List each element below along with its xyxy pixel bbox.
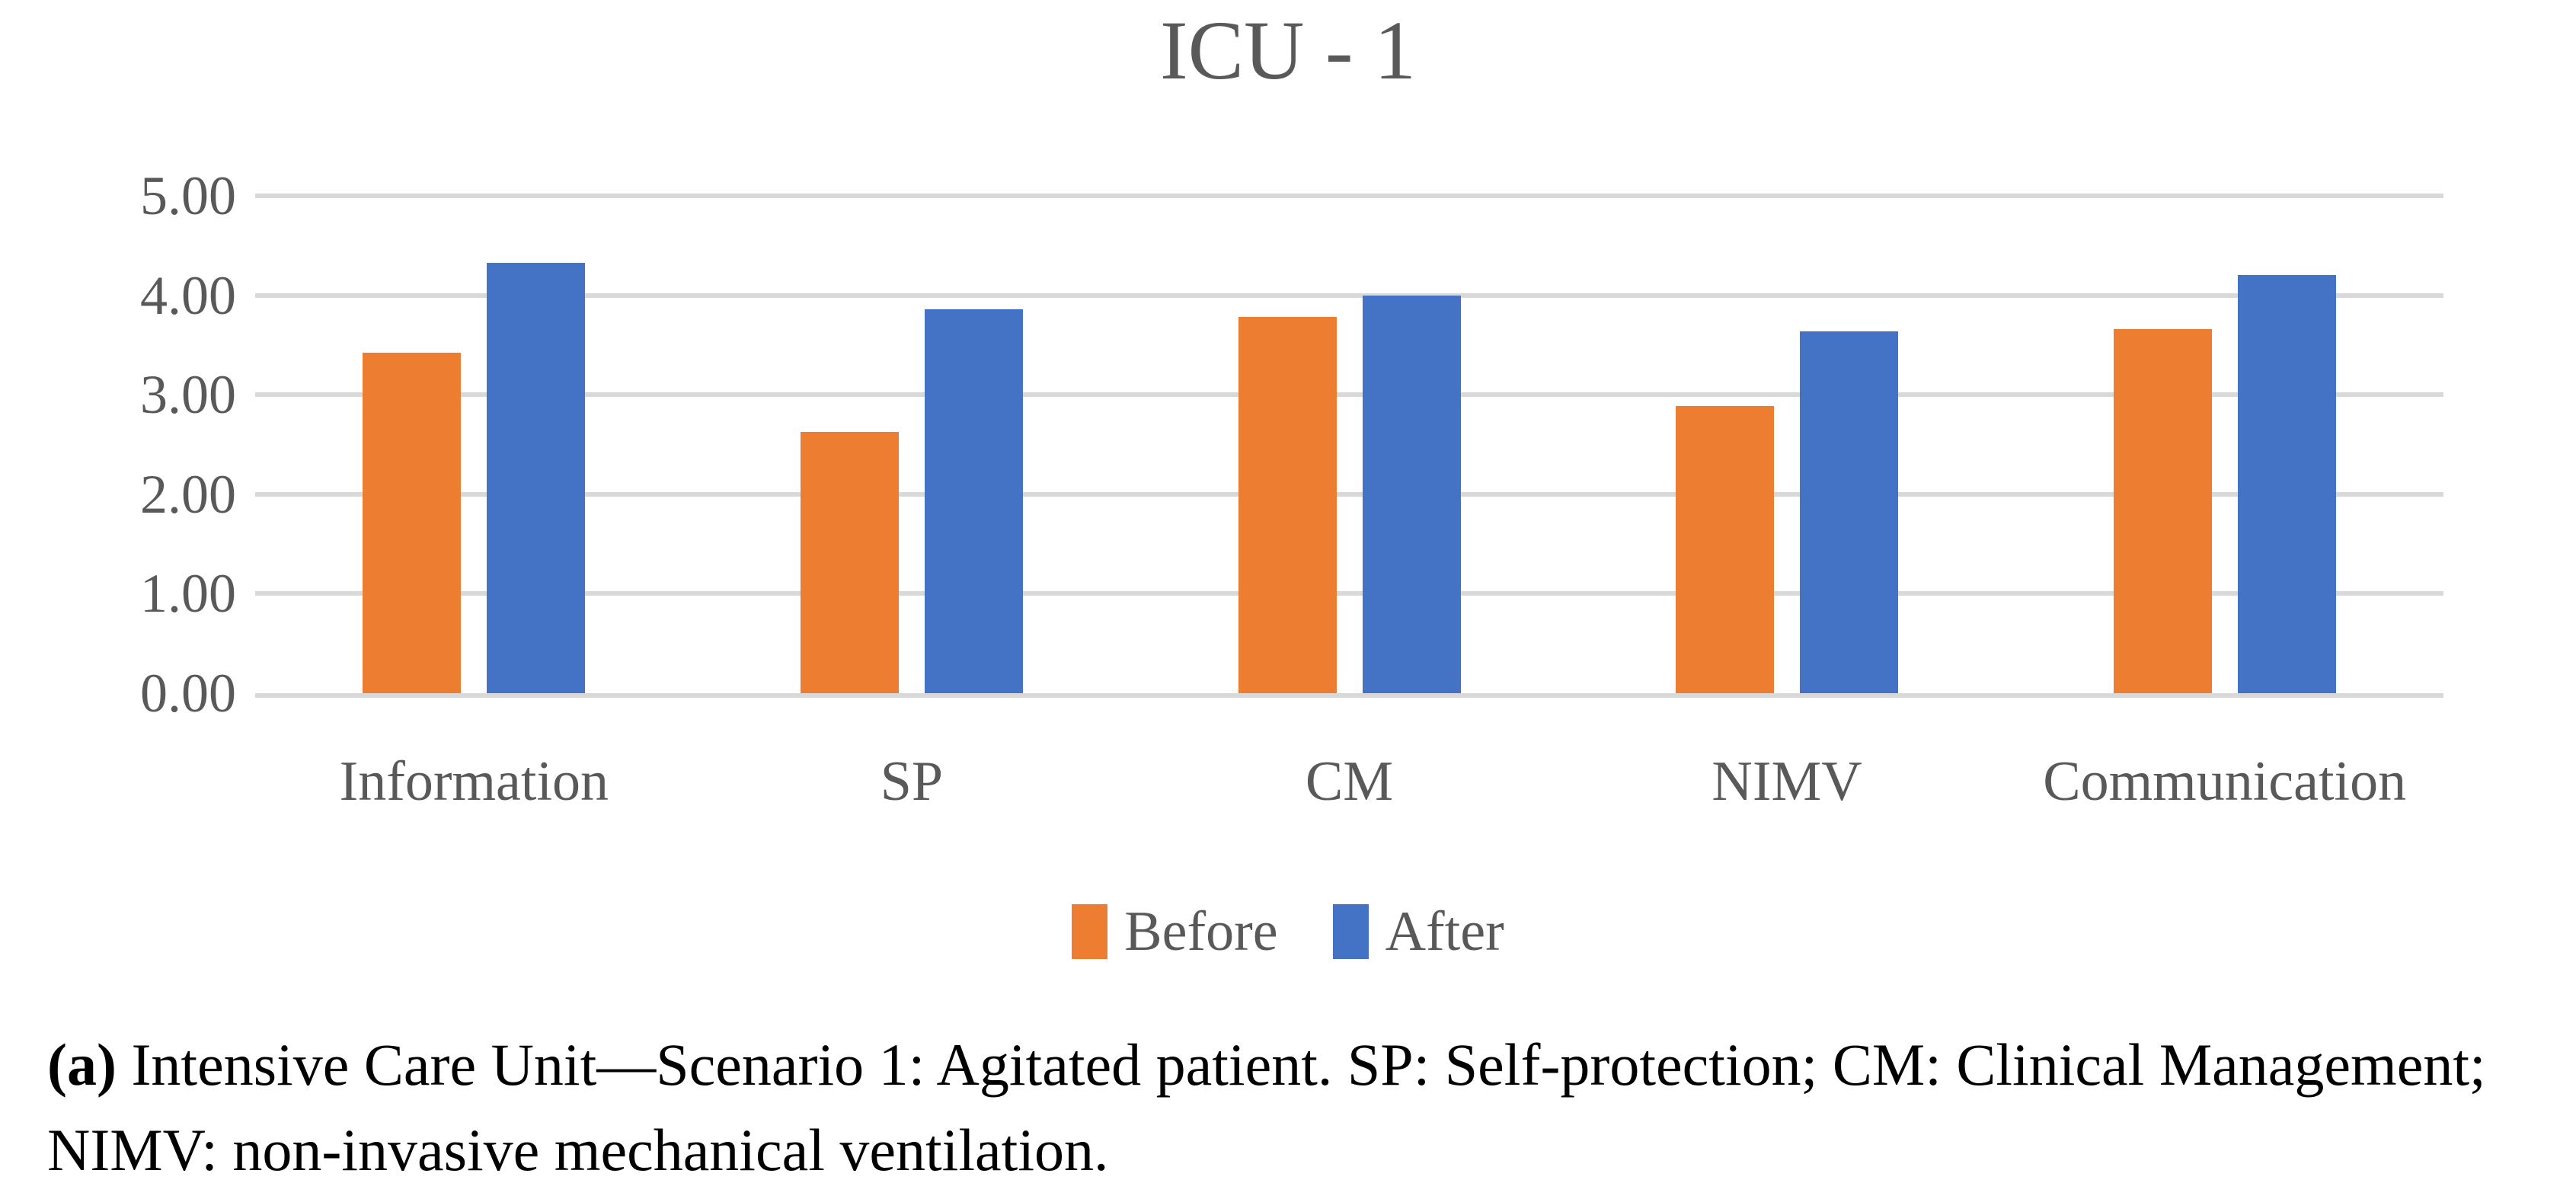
gridline-1.00: [255, 591, 2443, 596]
bar-after-communication: [2237, 275, 2336, 693]
y-tick-label-1.00: 1.00: [140, 563, 236, 625]
x-tick-label-nimv: NIMV: [1711, 750, 1862, 813]
legend-swatch-before: [1072, 904, 1108, 959]
legend: Before After: [0, 897, 2576, 966]
bar-before-cm: [1238, 317, 1337, 693]
bar-after-sp: [924, 309, 1023, 693]
caption-text: Intensive Care Unit—Scenario 1: Agitated…: [47, 1031, 2486, 1183]
y-tick-label-3.00: 3.00: [140, 364, 236, 426]
legend-label-after: After: [1385, 900, 1504, 963]
bar-after-cm: [1362, 295, 1461, 693]
bar-before-communication: [2113, 329, 2212, 693]
plot-area: [255, 193, 2443, 698]
gridline-3.00: [255, 392, 2443, 398]
gridline-2.00: [255, 491, 2443, 497]
bar-before-information: [363, 353, 462, 693]
figure-caption: (a) Intensive Care Unit—Scenario 1: Agit…: [47, 1022, 2546, 1193]
chart-title: ICU - 1: [1159, 4, 1417, 97]
x-tick-label-information: Information: [339, 750, 609, 813]
bar-before-sp: [800, 431, 899, 693]
gridline-0.00: [255, 693, 2443, 698]
legend-item-before: Before: [1072, 897, 1278, 966]
x-tick-label-sp: SP: [880, 750, 944, 813]
x-tick-label-cm: CM: [1305, 750, 1394, 813]
x-tick-label-communication: Communication: [2043, 750, 2407, 813]
bar-after-information: [487, 262, 586, 693]
bar-after-nimv: [1800, 331, 1899, 693]
gridline-5.00: [255, 193, 2443, 198]
y-tick-label-0.00: 0.00: [140, 663, 236, 724]
legend-swatch-after: [1332, 904, 1369, 959]
gridline-4.00: [255, 293, 2443, 298]
legend-item-after: After: [1332, 897, 1504, 966]
y-tick-label-5.00: 5.00: [140, 165, 236, 226]
y-tick-label-4.00: 4.00: [140, 264, 236, 326]
bar-before-nimv: [1676, 405, 1775, 693]
y-tick-label-2.00: 2.00: [140, 463, 236, 525]
caption-panel-label: (a): [47, 1031, 117, 1098]
legend-label-before: Before: [1124, 900, 1278, 963]
